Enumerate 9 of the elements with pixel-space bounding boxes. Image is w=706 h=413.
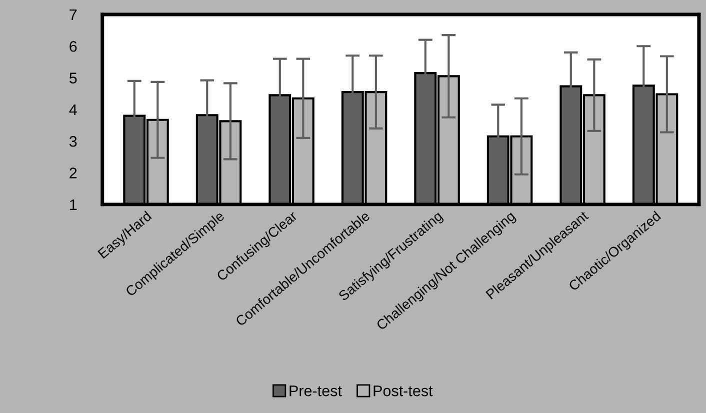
y-tick-label: 3 <box>69 136 77 147</box>
y-tick-label: 7 <box>70 9 77 20</box>
legend-label: Pre-test <box>290 386 342 396</box>
y-tick-label: 5 <box>69 72 77 84</box>
y-tick-label: 4 <box>69 104 77 115</box>
legend-label: Post-test <box>374 386 433 396</box>
y-tick-label: 6 <box>70 40 77 52</box>
y-tick-label: 2 <box>70 168 77 178</box>
y-tick-label: 1 <box>70 199 77 210</box>
